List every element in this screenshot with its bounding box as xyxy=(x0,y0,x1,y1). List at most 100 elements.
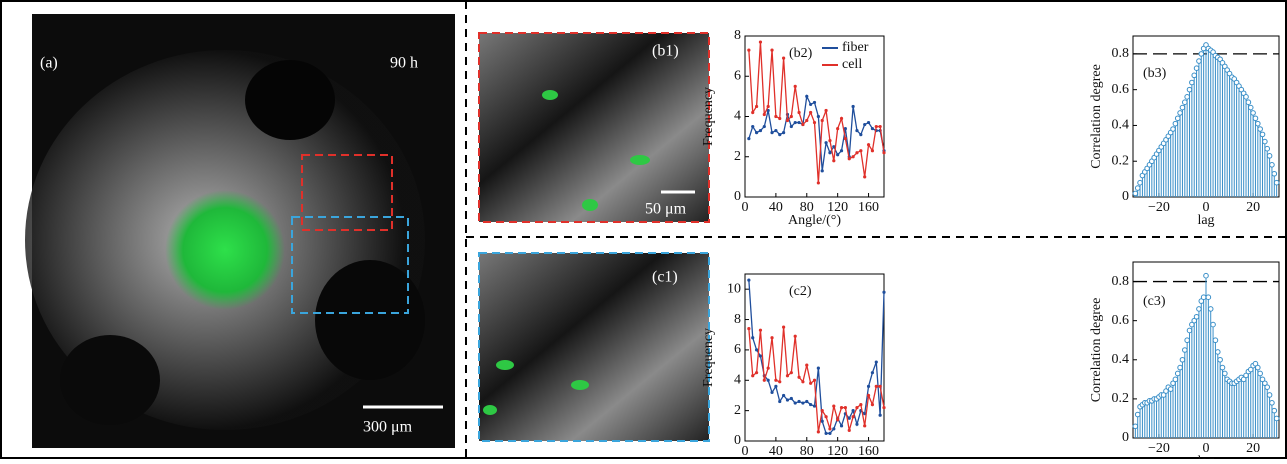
point xyxy=(871,403,874,406)
x-tick-label: 0 xyxy=(742,200,749,215)
stem xyxy=(1256,365,1261,438)
point xyxy=(797,400,800,403)
point xyxy=(801,401,804,404)
point xyxy=(879,385,882,388)
stem-head xyxy=(1272,171,1277,176)
stem-head xyxy=(1267,393,1272,398)
point xyxy=(879,414,882,417)
panel-label: (a) xyxy=(40,55,58,72)
stem-head xyxy=(1133,191,1138,196)
panel-a: (a) 90 h 300 μm xyxy=(25,14,455,448)
stem xyxy=(1138,404,1143,438)
stem xyxy=(1199,52,1204,197)
x-tick-label: 160 xyxy=(858,200,879,215)
stem xyxy=(1246,369,1251,438)
point xyxy=(790,371,793,374)
x-axis-label: lag xyxy=(1197,454,1214,459)
void xyxy=(60,335,160,425)
stem xyxy=(1173,121,1178,197)
point xyxy=(770,336,773,339)
point xyxy=(867,121,870,124)
stem-head xyxy=(1178,111,1183,116)
stem-head xyxy=(1213,338,1218,343)
stem-head xyxy=(1197,307,1202,312)
stem-head xyxy=(1270,163,1275,168)
point xyxy=(836,418,839,421)
stem xyxy=(1253,361,1258,438)
cell xyxy=(542,90,558,100)
stem xyxy=(1232,381,1237,438)
cell xyxy=(483,405,497,415)
stem xyxy=(1183,100,1188,197)
y-tick-label: 0.2 xyxy=(1112,391,1130,406)
y-tick-label: 6 xyxy=(734,68,741,83)
stem xyxy=(1274,180,1279,197)
point xyxy=(794,85,797,88)
point xyxy=(778,133,781,136)
point xyxy=(755,105,758,108)
point xyxy=(852,409,855,412)
point xyxy=(828,427,831,430)
stem xyxy=(1270,163,1275,198)
stem-head xyxy=(1197,59,1202,64)
y-tick-label: 0 xyxy=(1122,430,1129,445)
stem xyxy=(1180,105,1185,197)
stem-head xyxy=(1194,66,1199,71)
point xyxy=(867,143,870,146)
point xyxy=(801,380,804,383)
panel-label: (b3) xyxy=(1143,66,1167,81)
point xyxy=(782,57,785,60)
stem xyxy=(1204,43,1209,197)
point xyxy=(855,423,858,426)
point xyxy=(751,336,754,339)
x-tick-label: −20 xyxy=(1148,200,1170,215)
stem xyxy=(1185,338,1190,438)
stem xyxy=(1248,105,1253,197)
stem xyxy=(1194,314,1199,438)
point xyxy=(774,379,777,382)
panel-b1: (b1) 50 μm xyxy=(479,33,709,222)
point xyxy=(763,125,766,128)
point xyxy=(852,415,855,418)
point xyxy=(797,121,800,124)
stem-head xyxy=(1173,121,1178,126)
point xyxy=(824,109,827,112)
stem xyxy=(1218,57,1223,197)
y-tick-label: 0 xyxy=(734,189,741,204)
point xyxy=(863,424,866,427)
stem-head xyxy=(1218,357,1223,362)
stem xyxy=(1230,75,1235,197)
point xyxy=(782,394,785,397)
stem-head xyxy=(1187,87,1192,92)
stem xyxy=(1206,46,1211,197)
stem-head xyxy=(1180,357,1185,362)
point xyxy=(755,371,758,374)
stem xyxy=(1133,424,1138,438)
x-axis-label: lag xyxy=(1197,213,1214,228)
stem-head xyxy=(1173,377,1178,382)
stem xyxy=(1150,399,1155,438)
point xyxy=(855,129,858,132)
stem xyxy=(1220,61,1225,197)
cell xyxy=(630,155,650,165)
y-tick-label: 0 xyxy=(734,433,741,448)
stem-head xyxy=(1183,100,1188,105)
point xyxy=(859,403,862,406)
stem xyxy=(1164,137,1169,197)
y-tick-label: 2 xyxy=(734,149,741,164)
point xyxy=(747,327,750,330)
point xyxy=(828,139,831,142)
point xyxy=(767,105,770,108)
point xyxy=(817,115,820,118)
point xyxy=(871,127,874,130)
stem xyxy=(1246,100,1251,197)
stem-head xyxy=(1220,365,1225,370)
point xyxy=(882,291,885,294)
point xyxy=(879,125,882,128)
stem-head xyxy=(1246,100,1251,105)
point xyxy=(809,403,812,406)
void xyxy=(245,60,335,140)
point xyxy=(809,103,812,106)
point xyxy=(821,169,824,172)
stem xyxy=(1197,307,1202,438)
